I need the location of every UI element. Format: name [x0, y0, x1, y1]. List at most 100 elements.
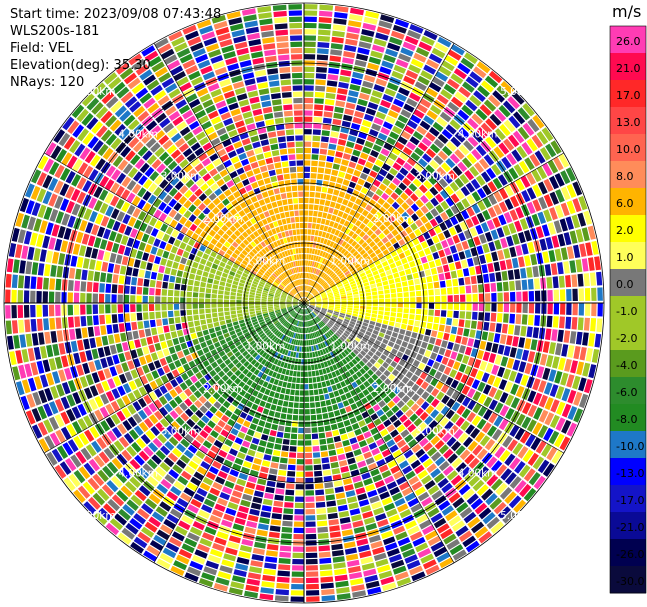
- velocity-gate: [362, 278, 369, 284]
- velocity-gate: [366, 190, 375, 198]
- velocity-gate: [316, 300, 322, 302]
- velocity-gate: [319, 224, 325, 231]
- velocity-gate: [304, 291, 306, 297]
- velocity-gate: [477, 200, 487, 211]
- velocity-gate: [456, 382, 465, 392]
- velocity-gate: [591, 303, 597, 317]
- velocity-gate: [511, 257, 519, 269]
- velocity-gate: [435, 242, 443, 251]
- velocity-gate: [353, 349, 359, 355]
- velocity-gate: [532, 422, 543, 436]
- velocity-gate: [310, 173, 317, 179]
- velocity-gate: [416, 103, 428, 114]
- velocity-gate: [440, 310, 447, 317]
- velocity-gate: [466, 294, 472, 302]
- velocity-gate: [381, 324, 388, 330]
- velocity-gate: [343, 250, 349, 257]
- velocity-gate: [588, 257, 595, 271]
- velocity-gate: [437, 331, 444, 339]
- velocity-gate: [386, 82, 399, 92]
- velocity-gate: [325, 488, 335, 495]
- velocity-gate: [336, 330, 342, 336]
- velocity-gate: [494, 354, 503, 365]
- velocity-gate: [315, 296, 321, 300]
- velocity-gate: [230, 295, 236, 300]
- velocity-gate: [509, 347, 517, 358]
- velocity-gate: [92, 304, 98, 315]
- velocity-gate: [296, 371, 301, 377]
- velocity-gate: [335, 304, 341, 307]
- velocity-gate: [541, 127, 554, 142]
- velocity-gate: [516, 303, 522, 313]
- velocity-gate: [317, 526, 329, 533]
- velocity-gate: [391, 348, 398, 355]
- velocity-gate: [331, 36, 344, 44]
- velocity-gate: [552, 356, 560, 369]
- velocity-gate: [393, 343, 400, 350]
- velocity-gate: [304, 16, 317, 22]
- velocity-gate: [308, 295, 313, 299]
- velocity-gate: [313, 464, 322, 471]
- velocity-gate: [357, 343, 364, 350]
- velocity-gate: [11, 305, 17, 319]
- velocity-gate: [362, 252, 369, 259]
- velocity-gate: [359, 92, 370, 101]
- velocity-gate: [377, 132, 388, 141]
- velocity-gate: [276, 431, 284, 438]
- velocity-gate: [23, 290, 30, 303]
- velocity-gate: [323, 317, 329, 322]
- velocity-gate: [377, 197, 386, 206]
- velocity-gate: [305, 533, 317, 540]
- velocity-gate: [345, 314, 352, 318]
- velocity-gate: [436, 94, 449, 105]
- velocity-gate: [417, 142, 428, 152]
- velocity-gate: [313, 204, 319, 211]
- velocity-gate: [308, 295, 314, 300]
- velocity-gate: [383, 395, 392, 404]
- velocity-gate: [315, 79, 326, 86]
- velocity-gate: [405, 268, 412, 275]
- velocity-gate: [347, 325, 354, 331]
- velocity-gate: [374, 274, 380, 280]
- velocity-gate: [313, 210, 318, 217]
- velocity-gate: [291, 584, 304, 590]
- velocity-gate: [399, 414, 408, 423]
- velocity-gate: [406, 207, 415, 216]
- velocity-gate: [318, 314, 324, 318]
- velocity-gate: [353, 294, 359, 298]
- velocity-gate: [350, 283, 357, 288]
- velocity-gate: [334, 323, 340, 328]
- velocity-gate: [418, 347, 426, 356]
- velocity-gate: [484, 231, 493, 242]
- velocity-gate: [555, 417, 566, 432]
- velocity-gate: [378, 365, 386, 373]
- velocity-gate: [338, 316, 344, 321]
- velocity-gate: [415, 219, 423, 228]
- velocity-gate: [391, 298, 397, 303]
- velocity-gate: [180, 303, 186, 310]
- velocity-gate: [406, 389, 415, 398]
- velocity-gate: [536, 131, 549, 145]
- velocity-gate: [477, 448, 488, 460]
- velocity-gate: [388, 279, 395, 285]
- velocity-gate: [439, 280, 446, 288]
- velocity-gate: [484, 283, 490, 293]
- velocity-gate: [321, 251, 327, 258]
- velocity-gate: [573, 391, 583, 406]
- velocity-gate: [454, 261, 462, 270]
- velocity-gate: [423, 335, 430, 343]
- velocity-gate: [318, 545, 330, 552]
- velocity-gate: [385, 330, 393, 336]
- velocity-gate: [388, 215, 396, 223]
- velocity-gate: [313, 255, 317, 261]
- velocity-gate: [375, 369, 383, 377]
- velocity-gate: [320, 311, 326, 315]
- velocity-gate: [411, 332, 418, 339]
- velocity-gate: [583, 317, 590, 331]
- velocity-gate: [476, 349, 484, 360]
- velocity-gate: [460, 466, 472, 478]
- velocity-gate: [495, 323, 502, 333]
- velocity-gate: [375, 32, 389, 41]
- velocity-gate: [316, 217, 322, 224]
- velocity-gate: [451, 390, 460, 400]
